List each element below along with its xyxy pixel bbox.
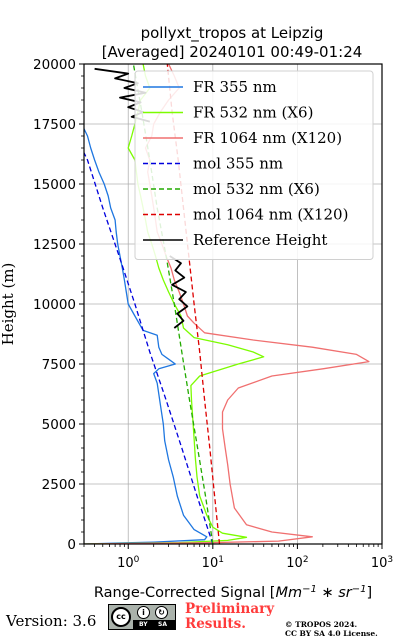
legend-entry: FR 532 nm (X6): [193, 104, 313, 122]
series-line-4: [132, 64, 214, 544]
legend-entry: mol 355 nm: [193, 155, 283, 173]
legend-entry: FR 1064 nm (X120): [193, 129, 342, 147]
y-tick-label: 20000: [33, 57, 76, 73]
series-line-1: [84, 64, 265, 544]
cc-strip: BY SA: [133, 620, 175, 629]
y-tick-label: 15000: [33, 177, 76, 193]
x-axis-label-suffix: ]: [367, 585, 373, 600]
x-tick-label: 101: [202, 555, 224, 571]
cc-sa-label: SA: [158, 621, 167, 628]
preliminary-notice: Preliminary Results.: [185, 602, 274, 632]
y-tick-label: 0: [67, 537, 76, 553]
x-tick-label: 102: [286, 555, 308, 571]
cc-by-label: BY: [139, 621, 148, 628]
copyright-notice: © TROPOS 2024. CC BY SA 4.0 License.: [285, 620, 378, 638]
y-axis-label: Height (m): [0, 263, 17, 346]
series-line-0: [84, 128, 208, 544]
y-tick-label: 17500: [33, 117, 76, 133]
x-axis-label-prefix: Range-Corrected Signal [: [94, 585, 276, 600]
x-axis-label: Range-Corrected Signal [Mm−1 ∗ sr−1]: [94, 584, 372, 601]
legend: FR 355 nm FR 532 nm (X6) FR 1064 nm (X120)…: [134, 70, 374, 260]
legend-entry: Reference Height: [193, 231, 327, 249]
cc-logo-icon: cc: [111, 607, 131, 627]
lidar-profile-chart: 100 101 102 103 0 2500 5000 7500 10000 12500 15000…: [0, 24, 393, 601]
y-tick-label: 2500: [42, 477, 76, 493]
x-tick-label: 100: [117, 555, 140, 571]
chart-subtitle: [Averaged] 20240101 00:49-01:24: [102, 43, 363, 61]
legend-entry: mol 1064 nm (X120): [193, 206, 348, 224]
version-label: Version: 3.6: [6, 612, 97, 630]
series-line-3: [84, 152, 214, 544]
y-tick-label: 7500: [42, 357, 76, 373]
by-person-icon: i: [137, 606, 150, 619]
cc-license-badge: cc i ↻ BY SA: [108, 604, 176, 630]
y-tick-label: 5000: [42, 417, 76, 433]
y-tick-label: 12500: [33, 237, 76, 253]
y-tick-label: 10000: [33, 297, 76, 313]
chart-title: pollyxt_tropos at Leipzig: [141, 24, 324, 43]
legend-entry: FR 355 nm: [193, 78, 277, 96]
legend-entry: mol 532 nm (X6): [193, 180, 320, 198]
copyright-line-1: © TROPOS 2024.: [285, 620, 358, 629]
copyright-line-2: CC BY SA 4.0 License.: [285, 629, 378, 638]
series-line-6: [169, 255, 189, 329]
legend-box: [134, 70, 374, 260]
preliminary-line-2: Results.: [185, 616, 246, 632]
sharealike-icon: ↻: [155, 606, 168, 619]
x-axis-label-unit: Mm−1 ∗ sr−1: [275, 584, 366, 601]
footer: Version: 3.6 cc i ↻ BY SA Preliminary Re…: [0, 600, 400, 640]
x-tick-label: 103: [371, 555, 393, 571]
preliminary-line-1: Preliminary: [185, 601, 275, 617]
series-layer: [84, 64, 370, 544]
